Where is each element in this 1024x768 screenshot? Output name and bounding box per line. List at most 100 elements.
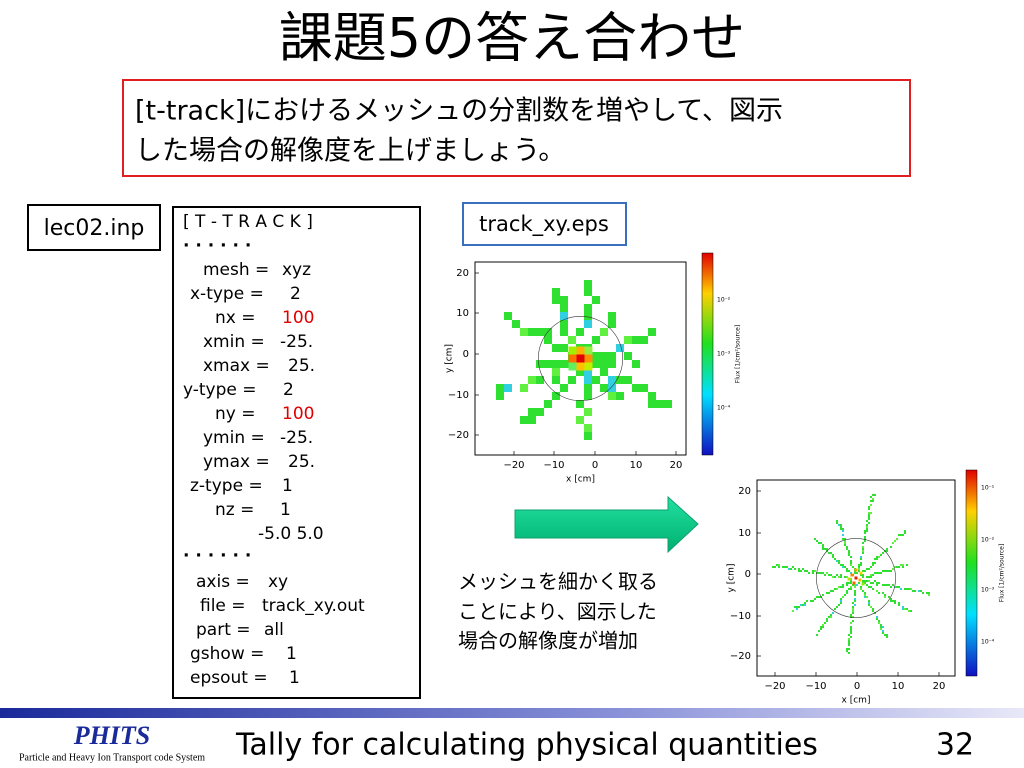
flux-cell bbox=[850, 580, 852, 582]
flux-cell bbox=[648, 400, 656, 408]
flux-cell bbox=[868, 506, 870, 508]
flux-cell bbox=[822, 546, 824, 548]
flux-cell bbox=[840, 600, 842, 602]
flux-cell bbox=[846, 584, 848, 586]
input-key: file = bbox=[200, 596, 246, 616]
flux-cell bbox=[584, 376, 592, 384]
flux-cell bbox=[816, 596, 818, 598]
flux-cell bbox=[816, 540, 818, 542]
flux-cell bbox=[872, 588, 874, 590]
y-tick-label: 0 bbox=[463, 349, 469, 360]
flux-cell bbox=[878, 556, 880, 558]
flux-cell bbox=[862, 574, 864, 576]
flux-cell bbox=[812, 600, 814, 602]
flux-cell bbox=[862, 542, 864, 544]
flux-cell bbox=[560, 296, 568, 304]
flux-cell bbox=[826, 620, 828, 622]
flux-cell bbox=[560, 304, 568, 312]
flux-cell bbox=[812, 572, 814, 574]
flux-cell bbox=[886, 548, 888, 550]
flux-cell bbox=[528, 408, 536, 416]
input-line: [ T - T R A C K ] bbox=[183, 212, 313, 232]
flux-cell bbox=[840, 528, 842, 530]
flux-cell bbox=[868, 576, 870, 578]
flux-cell bbox=[584, 408, 592, 416]
flux-cell bbox=[814, 598, 816, 600]
flux-cell bbox=[834, 576, 836, 578]
flux-cell bbox=[866, 576, 868, 578]
flux-cell bbox=[862, 590, 864, 592]
flux-cell bbox=[900, 534, 902, 536]
flux-cell bbox=[850, 578, 852, 580]
flux-cell bbox=[842, 584, 844, 586]
flux-cell bbox=[900, 564, 902, 566]
flux-cell bbox=[858, 566, 860, 568]
flux-cell bbox=[846, 650, 848, 652]
flux-cell bbox=[850, 622, 852, 624]
flux-cell bbox=[822, 624, 824, 626]
flux-cell bbox=[864, 536, 866, 538]
flux-cell bbox=[840, 598, 842, 600]
input-key: z-type = bbox=[190, 476, 263, 496]
flux-cell bbox=[576, 328, 584, 336]
flux-cell bbox=[842, 586, 844, 588]
flux-cell bbox=[774, 566, 776, 568]
flux-cell bbox=[902, 566, 904, 568]
flux-cell bbox=[608, 320, 616, 328]
flux-cell bbox=[880, 554, 882, 556]
flux-cell bbox=[860, 562, 862, 564]
flux-cell bbox=[600, 352, 608, 360]
file-label: lec02.inp bbox=[44, 216, 145, 241]
input-value: xyz bbox=[282, 260, 311, 280]
flux-cell bbox=[784, 566, 786, 568]
input-line: -5.0 5.0 bbox=[258, 524, 324, 544]
flux-cell bbox=[814, 570, 816, 572]
flux-cell bbox=[876, 618, 878, 620]
flux-cell bbox=[798, 606, 800, 608]
flux-cell bbox=[840, 574, 842, 576]
flux-cell bbox=[870, 606, 872, 608]
flux-cell bbox=[842, 538, 844, 540]
flux-cell bbox=[846, 590, 848, 592]
flux-cell bbox=[880, 572, 882, 574]
flux-cell bbox=[822, 572, 824, 574]
x-tick-label: 10 bbox=[630, 460, 643, 471]
y-axis-label: y [cm] bbox=[445, 344, 455, 373]
flux-cell bbox=[844, 544, 846, 546]
flux-cell bbox=[616, 344, 624, 352]
colorbar-tick-label: 10⁻⁴ bbox=[717, 405, 731, 412]
input-value: xy bbox=[268, 572, 288, 592]
flux-cell bbox=[882, 584, 884, 586]
flux-cell bbox=[890, 600, 892, 602]
flux-cell bbox=[861, 582, 865, 586]
flux-cell bbox=[836, 522, 838, 524]
flux-cell bbox=[864, 530, 866, 532]
flux-cell bbox=[866, 568, 868, 570]
flux-cell bbox=[864, 582, 866, 584]
flux-cell bbox=[908, 610, 910, 612]
flux-cell bbox=[904, 532, 906, 534]
input-lines: [ T - T R A C K ] · · · · · · mesh = xyz x-t… bbox=[183, 212, 365, 688]
flux-cell bbox=[850, 556, 852, 558]
colorbar-tick-label: 10⁻² bbox=[981, 537, 995, 544]
flux-cell bbox=[848, 634, 850, 636]
flux-cell bbox=[782, 566, 784, 568]
flux-cell bbox=[608, 384, 616, 392]
flux-cell bbox=[814, 538, 816, 540]
input-value: -25. bbox=[280, 332, 313, 352]
x-tick-label: 10 bbox=[892, 681, 905, 692]
flux-cell bbox=[818, 596, 820, 598]
flux-cell bbox=[928, 592, 930, 594]
flux-cell bbox=[848, 652, 850, 654]
flux-cell bbox=[898, 586, 900, 588]
flux-cell bbox=[528, 416, 536, 424]
flux-cell bbox=[870, 496, 872, 498]
flux-cell bbox=[870, 512, 872, 514]
flux-cell bbox=[876, 582, 878, 584]
flux-cell bbox=[870, 576, 872, 578]
flux-cell bbox=[870, 586, 872, 588]
flux-cell bbox=[844, 594, 846, 596]
flux-cell bbox=[876, 556, 878, 558]
flux-cell bbox=[870, 504, 872, 506]
flux-cell bbox=[854, 598, 856, 600]
